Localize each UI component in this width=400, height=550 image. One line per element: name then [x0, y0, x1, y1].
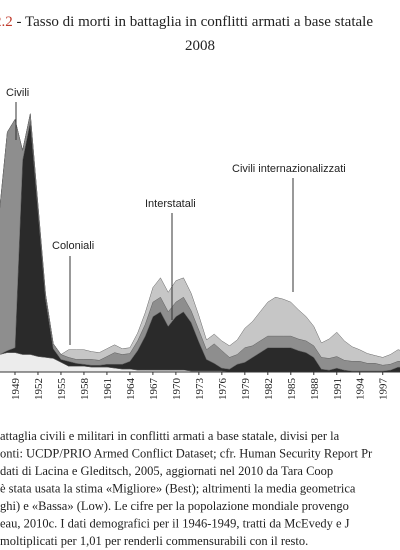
caption: attaglia civili e militari in conflitti … — [0, 429, 373, 548]
annotations: Civili Coloniali Interstatali Civili intern… — [6, 87, 346, 345]
x-tick-label: 1961 — [102, 378, 114, 400]
area-3 — [0, 113, 400, 366]
title-number: 2.2 — [0, 14, 13, 30]
caption-line: ghi) e «Bassa» (Low). Le cifre per la po… — [0, 499, 349, 513]
x-tick-label: 1967 — [148, 378, 160, 401]
x-tick-label: 1955 — [56, 378, 68, 401]
x-tick-label: 1970 — [171, 378, 183, 401]
caption-line: eau, 2010c. I dati demografici per il 19… — [0, 517, 350, 531]
x-tick-label: 1964 — [125, 378, 137, 401]
annotation-label: Interstatali — [145, 198, 196, 210]
x-tick-label: 1982 — [263, 378, 275, 400]
x-tick-label: 1958 — [79, 378, 91, 401]
x-tick-label: 1973 — [194, 378, 206, 401]
x-tick-label: 1985 — [286, 378, 298, 401]
x-tick-label: 1994 — [355, 378, 367, 401]
caption-line: dati di Lacina e Gleditsch, 2005, aggior… — [0, 464, 333, 478]
x-tick-label: 1976 — [217, 378, 229, 401]
x-tick-label: 1991 — [332, 378, 344, 400]
annotation-label: Civili — [6, 87, 29, 99]
caption-line: attaglia civili e militari in conflitti … — [0, 429, 340, 443]
title-text: - Tasso di morti in battaglia in conflit… — [17, 14, 374, 30]
chart-title: 2.2 - Tasso di morti in battaglia in con… — [0, 14, 373, 30]
annotation-label: Civili internazionalizzati — [232, 163, 346, 175]
x-tick-label: 1979 — [240, 378, 252, 401]
caption-line: è stata usata la stima «Migliore» (Best)… — [0, 482, 356, 496]
chart-title-line2: 2008 — [185, 38, 215, 54]
x-tick-label: 1949 — [10, 378, 22, 401]
x-tick-label: 1988 — [309, 378, 321, 401]
x-tick-label: 1952 — [33, 378, 45, 400]
caption-line: onti: UCDP/PRIO Armed Conflict Dataset; … — [0, 447, 373, 461]
caption-line: moltiplicati per 1,01 per renderli comme… — [0, 534, 308, 548]
annotation-label: Coloniali — [52, 240, 94, 252]
x-tick-label: 1997 — [378, 378, 390, 401]
